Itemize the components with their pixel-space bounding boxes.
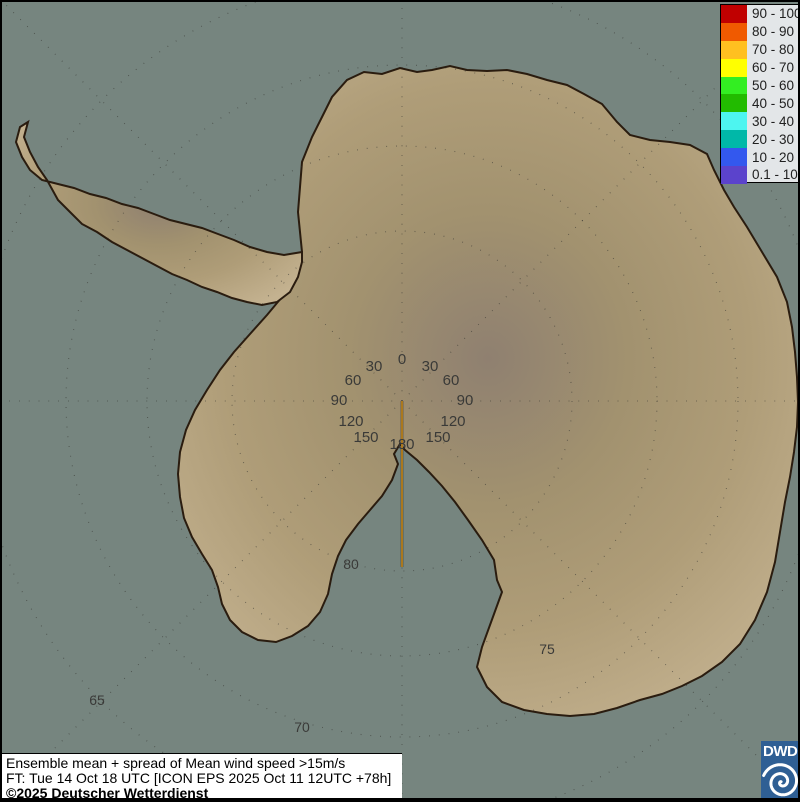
- svg-text:0: 0: [398, 351, 406, 368]
- svg-text:DWD: DWD: [763, 743, 798, 760]
- svg-text:30: 30: [366, 358, 383, 375]
- svg-text:60: 60: [345, 372, 362, 389]
- svg-text:75: 75: [539, 641, 555, 657]
- svg-text:120: 120: [338, 413, 363, 430]
- svg-text:80: 80: [343, 556, 359, 572]
- svg-text:60: 60: [443, 372, 460, 389]
- svg-text:30: 30: [422, 358, 439, 375]
- svg-text:70: 70: [294, 719, 310, 735]
- svg-text:150: 150: [425, 429, 450, 446]
- svg-text:180: 180: [389, 436, 414, 453]
- svg-text:90: 90: [331, 392, 348, 409]
- svg-text:150: 150: [353, 429, 378, 446]
- svg-text:120: 120: [440, 413, 465, 430]
- svg-text:90: 90: [457, 392, 474, 409]
- svg-text:65: 65: [89, 692, 105, 708]
